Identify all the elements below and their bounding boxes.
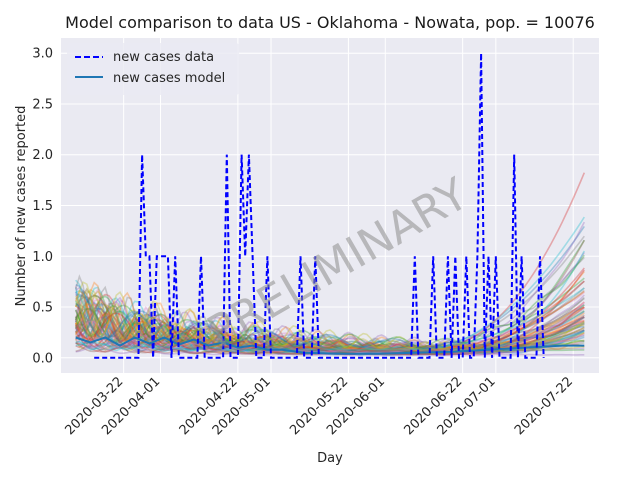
chart-title: Model comparison to data US - Oklahoma -… — [65, 13, 595, 32]
legend-box — [67, 43, 239, 95]
data-series-line — [94, 53, 545, 359]
model-realisation-line — [74, 216, 585, 357]
model-realisation-line — [75, 330, 585, 353]
model-realisation-line — [75, 286, 585, 351]
y-axis-title: Number of new cases reported — [14, 106, 29, 307]
model-realisation-line — [75, 294, 585, 352]
y-tick-label: 1.0 — [32, 250, 53, 265]
model-realisation-line — [74, 256, 585, 348]
y-tick-label: 3.0 — [32, 47, 53, 62]
model-realisation-line — [75, 293, 585, 349]
model-realisation-line — [75, 172, 586, 352]
series-layer — [75, 53, 585, 359]
x-axis-title: Day — [317, 451, 343, 466]
y-tick-label: 2.5 — [32, 97, 53, 112]
y-tick-label: 0.0 — [32, 351, 53, 366]
model-realisation-line — [75, 336, 585, 352]
model-realisation-line — [74, 313, 585, 351]
legend-label-model: new cases model — [113, 71, 225, 86]
model-realisation-line — [75, 293, 585, 350]
y-tick-label: 0.5 — [32, 301, 53, 316]
legend: new cases data new cases model — [67, 43, 239, 95]
model-realisation-line — [75, 221, 586, 348]
model-realisation-line — [75, 270, 585, 351]
model-realisation-line — [75, 250, 585, 352]
model-realisation-line — [75, 290, 585, 354]
model-realisation-line — [75, 283, 585, 353]
model-realisation-line — [74, 297, 585, 351]
model-realisation-line — [74, 254, 585, 348]
model-realisation-line — [74, 239, 585, 351]
model-realisation-line — [75, 303, 585, 353]
x-tick-label: 2020-07-22 — [512, 374, 576, 438]
model-realisation-line — [75, 301, 585, 351]
model-realisation-line — [75, 287, 585, 351]
model-realisation-line — [74, 290, 585, 352]
y-tick-label: 1.5 — [32, 199, 53, 214]
y-tick-labels: 0.0 0.5 1.0 1.5 2.0 2.5 3.0 — [32, 47, 53, 367]
y-tick-label: 2.0 — [32, 148, 53, 163]
model-realisation-line — [74, 316, 585, 353]
model-realisation-line — [75, 225, 585, 353]
model-series-line — [75, 336, 585, 355]
model-realisation-line — [74, 307, 585, 355]
legend-label-data: new cases data — [113, 50, 214, 65]
